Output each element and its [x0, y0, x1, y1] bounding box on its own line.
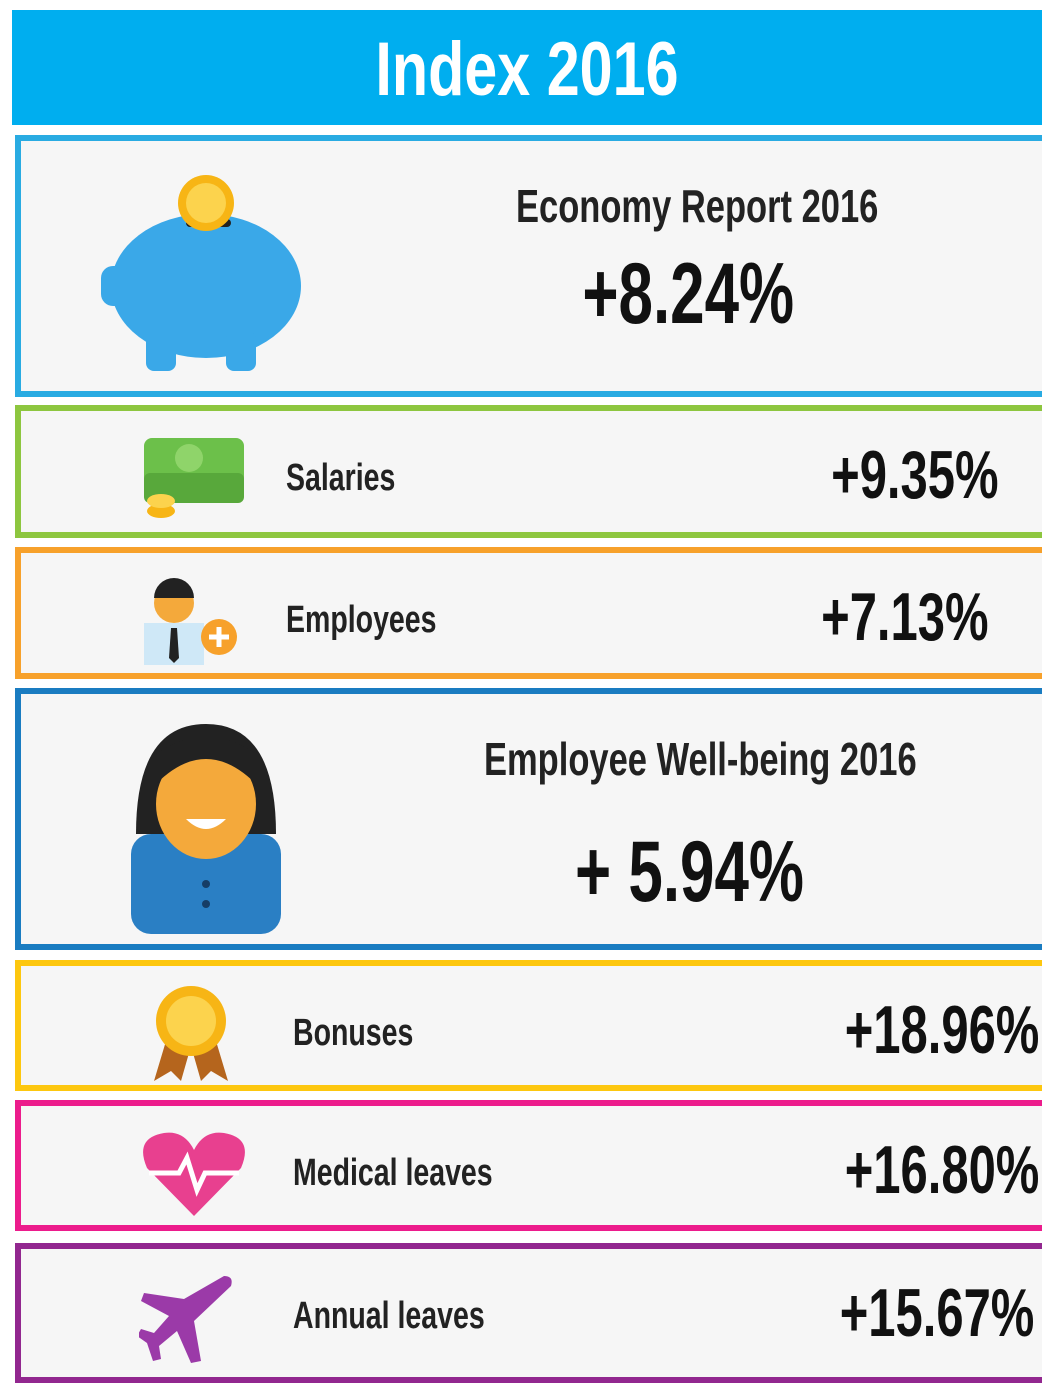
- row-label: Salaries: [286, 457, 396, 499]
- section-title: Employee Well-being 2016: [484, 733, 917, 785]
- row-label: Medical leaves: [293, 1152, 493, 1194]
- annual-box: Annual leaves +15.67%: [15, 1243, 1042, 1383]
- row-label: Bonuses: [293, 1012, 414, 1054]
- economy-box: Economy Report 2016 +8.24%: [15, 135, 1042, 397]
- employee-icon: [144, 578, 237, 665]
- header: Index 2016: [12, 10, 1042, 125]
- woman-icon: [131, 724, 281, 934]
- medical-box: Medical leaves +16.80%: [15, 1100, 1042, 1231]
- section-value: +8.24%: [582, 246, 794, 342]
- medal-icon: [154, 986, 228, 1081]
- heart-icon: [143, 1132, 245, 1216]
- section-value: + 5.94%: [575, 824, 804, 920]
- row-label: Annual leaves: [293, 1295, 485, 1337]
- plane-icon: [139, 1276, 232, 1363]
- row-value: +16.80%: [844, 1132, 1039, 1208]
- salaries-box: Salaries +9.35%: [15, 405, 1042, 538]
- bonuses-box: Bonuses +18.96%: [15, 960, 1042, 1091]
- header-title: Index 2016: [375, 27, 679, 112]
- row-value: +7.13%: [821, 579, 989, 655]
- wellbeing-box: Employee Well-being 2016 + 5.94%: [15, 688, 1042, 950]
- row-value: +18.96%: [844, 992, 1039, 1068]
- money-icon: [144, 438, 244, 518]
- row-label: Employees: [286, 599, 437, 641]
- row-value: +9.35%: [831, 437, 999, 513]
- piggy-icon: [101, 175, 301, 371]
- section-title: Economy Report 2016: [516, 180, 879, 232]
- employees-box: Employees +7.13%: [15, 547, 1042, 679]
- row-value: +15.67%: [839, 1275, 1034, 1351]
